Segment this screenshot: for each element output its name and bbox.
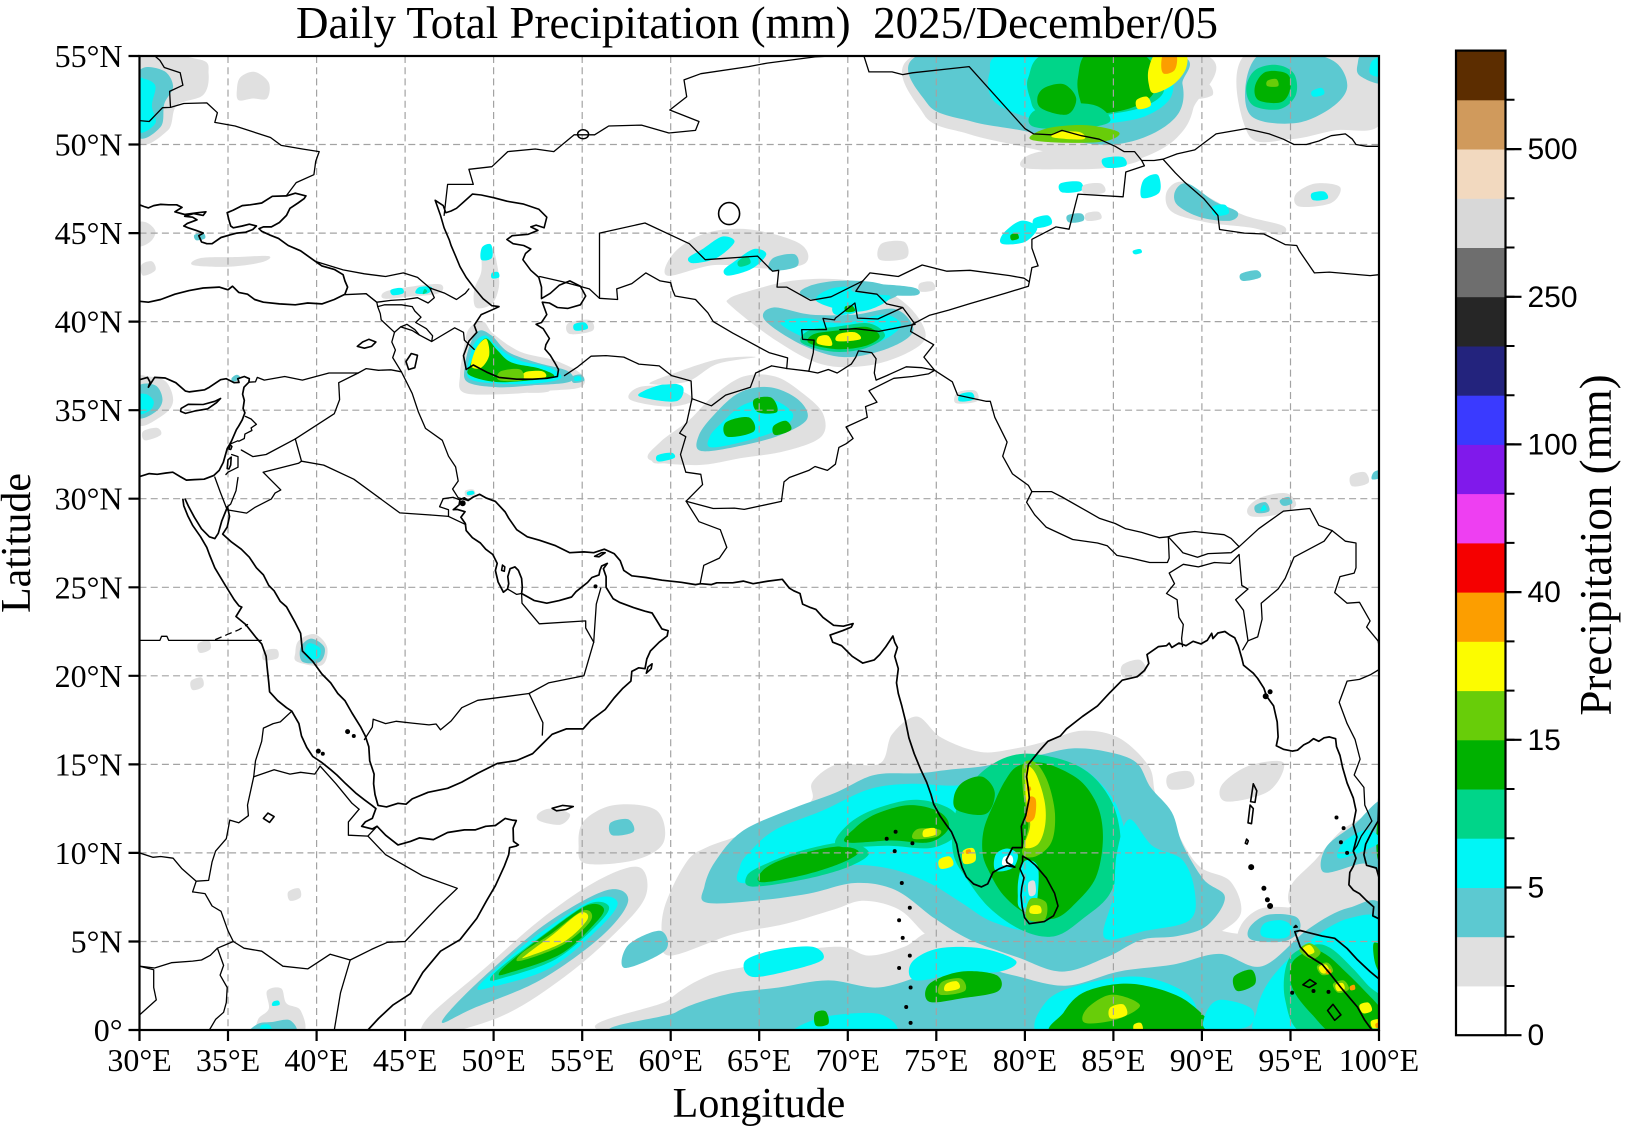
svg-text:80°E: 80°E [993, 1042, 1057, 1078]
svg-text:100: 100 [1528, 428, 1578, 461]
svg-text:50°E: 50°E [461, 1042, 525, 1078]
svg-text:35°N: 35°N [55, 392, 123, 428]
svg-text:Precipitation (mm): Precipitation (mm) [1571, 374, 1621, 715]
svg-text:0: 0 [1528, 1019, 1545, 1052]
svg-text:45°E: 45°E [373, 1042, 437, 1078]
svg-text:25°N: 25°N [55, 569, 123, 605]
svg-text:250: 250 [1528, 281, 1578, 314]
svg-text:10°N: 10°N [55, 835, 123, 871]
svg-text:85°E: 85°E [1081, 1042, 1145, 1078]
svg-text:40: 40 [1528, 576, 1561, 609]
svg-text:90°E: 90°E [1170, 1042, 1234, 1078]
svg-text:40°N: 40°N [55, 304, 123, 340]
svg-text:40°E: 40°E [284, 1042, 348, 1078]
svg-text:Longitude: Longitude [673, 1081, 846, 1127]
svg-text:20°N: 20°N [55, 658, 123, 694]
svg-text:55°E: 55°E [550, 1042, 614, 1078]
svg-text:55°N: 55°N [55, 38, 123, 74]
svg-text:15: 15 [1528, 724, 1561, 757]
svg-text:95°E: 95°E [1258, 1042, 1322, 1078]
svg-text:100°E: 100°E [1339, 1042, 1419, 1078]
svg-text:500: 500 [1528, 133, 1578, 166]
svg-text:0°: 0° [94, 1012, 123, 1048]
svg-text:70°E: 70°E [816, 1042, 880, 1078]
svg-text:5: 5 [1528, 872, 1545, 905]
svg-text:Daily Total Precipitation (mm): Daily Total Precipitation (mm) 2025/Dece… [296, 0, 1218, 48]
svg-text:50°N: 50°N [55, 127, 123, 163]
svg-text:60°E: 60°E [639, 1042, 703, 1078]
svg-text:30°N: 30°N [55, 481, 123, 517]
svg-text:75°E: 75°E [904, 1042, 968, 1078]
svg-text:5°N: 5°N [71, 924, 123, 960]
svg-text:30°E: 30°E [107, 1042, 171, 1078]
svg-text:65°E: 65°E [727, 1042, 791, 1078]
svg-text:35°E: 35°E [196, 1042, 260, 1078]
svg-text:Latitude: Latitude [0, 473, 40, 613]
svg-text:15°N: 15°N [55, 746, 123, 782]
svg-text:45°N: 45°N [55, 215, 123, 251]
